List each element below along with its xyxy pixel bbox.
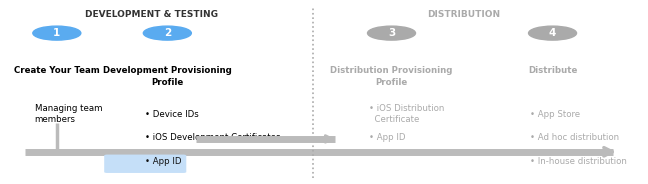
FancyBboxPatch shape: [104, 155, 186, 173]
Circle shape: [33, 26, 81, 40]
Text: Development Provisioning
Profile: Development Provisioning Profile: [103, 66, 232, 87]
Circle shape: [367, 26, 415, 40]
Text: DEVELOPMENT & TESTING: DEVELOPMENT & TESTING: [85, 10, 218, 19]
Text: Distribute: Distribute: [528, 66, 577, 75]
Text: • Device IDs: • Device IDs: [145, 110, 199, 118]
Text: • In-house distribution: • In-house distribution: [531, 158, 627, 166]
Text: • App ID: • App ID: [369, 134, 406, 142]
Text: Managing team
members: Managing team members: [35, 104, 102, 124]
Text: 1: 1: [53, 28, 60, 38]
Circle shape: [143, 26, 191, 40]
Text: • Ad hoc distribution: • Ad hoc distribution: [531, 134, 619, 142]
Text: • App Store: • App Store: [531, 110, 581, 118]
Text: Create Your Team: Create Your Team: [14, 66, 100, 75]
Text: 2: 2: [164, 28, 171, 38]
Text: DISTRIBUTION: DISTRIBUTION: [428, 10, 501, 19]
Circle shape: [529, 26, 577, 40]
Text: 3: 3: [388, 28, 395, 38]
Text: 4: 4: [549, 28, 556, 38]
Text: • iOS Development Certificates: • iOS Development Certificates: [145, 134, 281, 142]
Text: • App ID: • App ID: [145, 158, 181, 166]
Text: Distribution Provisioning
Profile: Distribution Provisioning Profile: [330, 66, 453, 87]
Text: • iOS Distribution
  Certificate: • iOS Distribution Certificate: [369, 104, 445, 124]
